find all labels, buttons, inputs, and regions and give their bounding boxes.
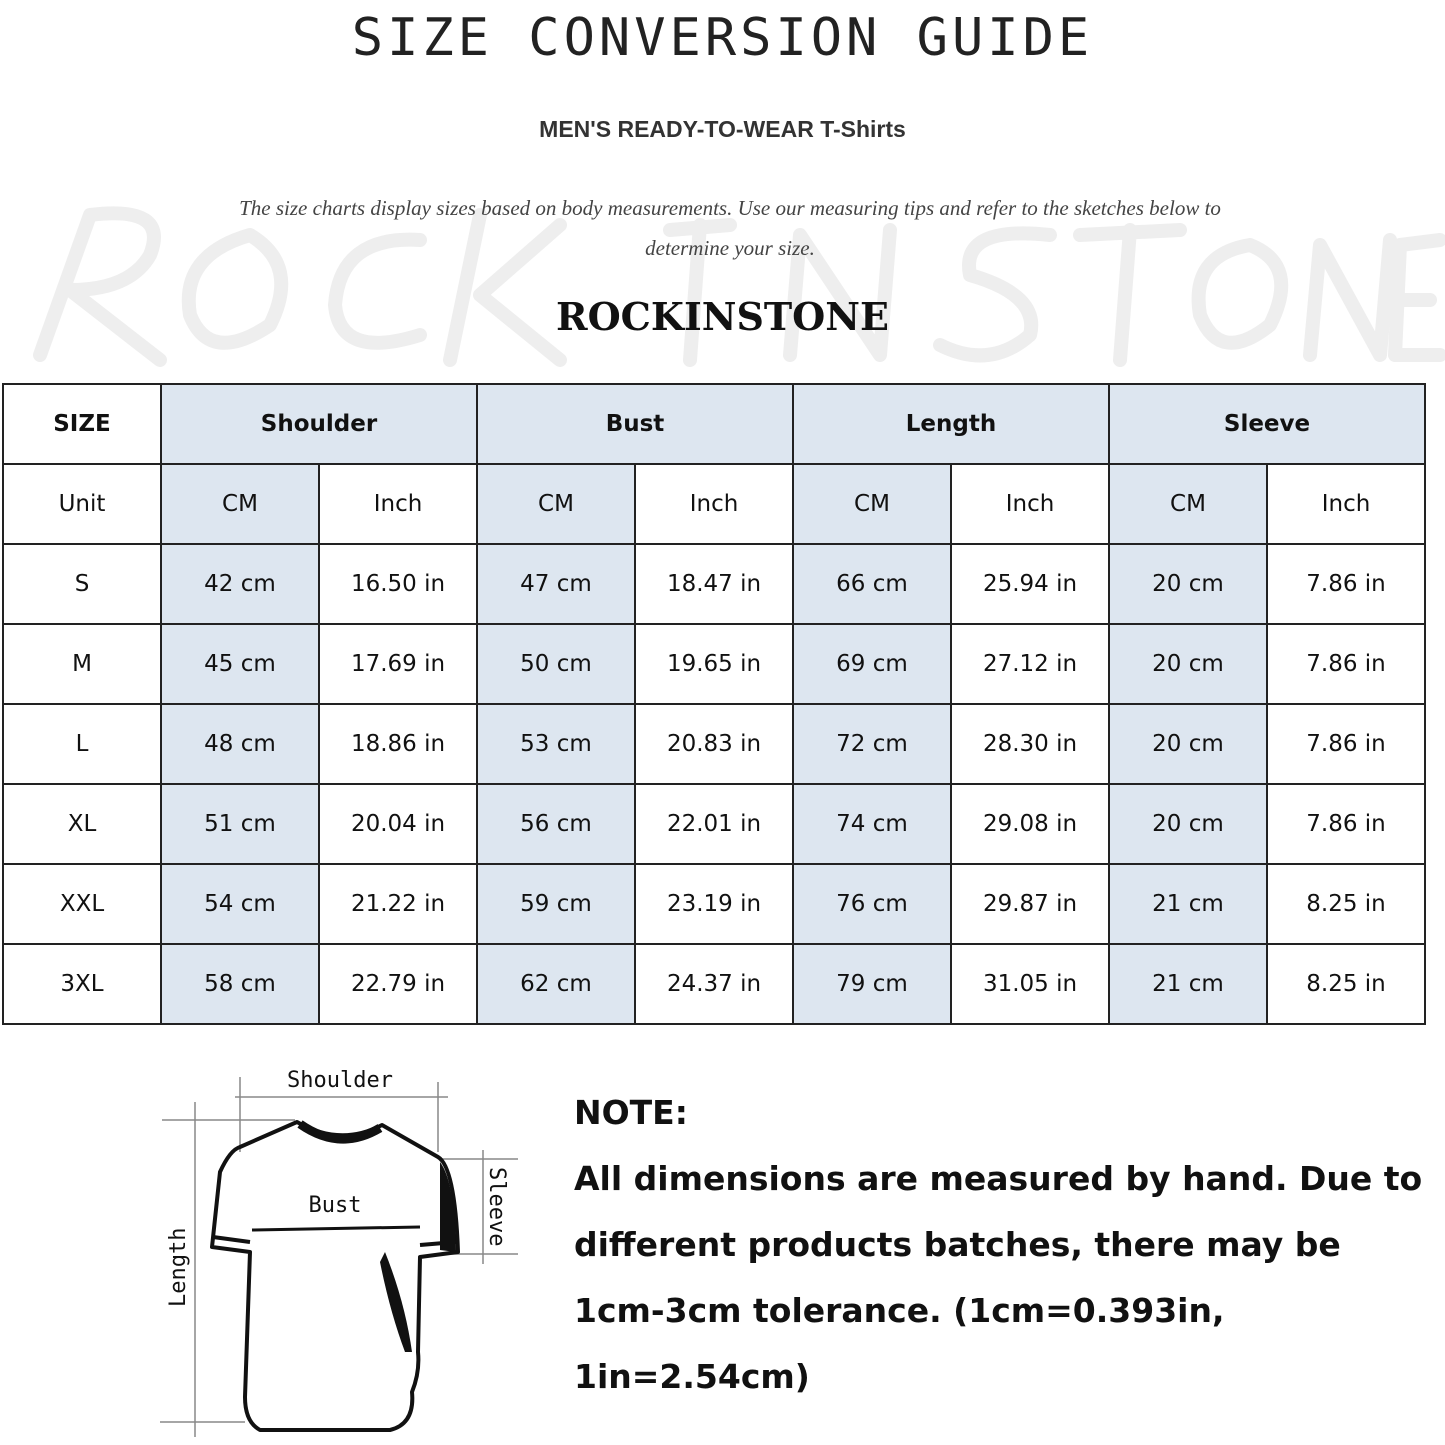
value-cell: 21.22 in bbox=[318, 863, 478, 945]
value-cell: 58 cm bbox=[160, 943, 320, 1025]
shoulder-label: Shoulder bbox=[287, 1068, 393, 1093]
value-cell: 20 cm bbox=[1108, 703, 1268, 785]
watermark-logo bbox=[33, 206, 1445, 367]
value-cell: 69 cm bbox=[792, 623, 952, 705]
value-cell: 31.05 in bbox=[950, 943, 1110, 1025]
value-cell: 79 cm bbox=[792, 943, 952, 1025]
value-cell: 66 cm bbox=[792, 543, 952, 625]
value-cell: 18.47 in bbox=[634, 543, 794, 625]
value-cell: 76 cm bbox=[792, 863, 952, 945]
value-cell: 8.25 in bbox=[1266, 943, 1426, 1025]
value-cell: 50 cm bbox=[476, 623, 636, 705]
value-cell: 25.94 in bbox=[950, 543, 1110, 625]
table-row: S 42 cm 16.50 in 47 cm 18.47 in 66 cm 25.94 in… bbox=[2, 543, 1426, 625]
unit-row: Unit CM Inch CM Inch CM Inch CM Inch bbox=[2, 463, 1426, 545]
group-header: Sleeve bbox=[1108, 383, 1426, 465]
description: The size charts display sizes based on b… bbox=[239, 196, 1221, 260]
value-cell: 20 cm bbox=[1108, 623, 1268, 705]
note: NOTE: All dimensions are measured by han… bbox=[574, 1080, 1434, 1410]
unit-header: CM bbox=[792, 463, 952, 545]
unit-label: Unit bbox=[2, 463, 162, 545]
unit-header: CM bbox=[160, 463, 320, 545]
size-header: SIZE bbox=[2, 383, 162, 465]
unit-header: Inch bbox=[634, 463, 794, 545]
subtitle: MEN'S READY-TO-WEAR T-Shirts bbox=[539, 116, 906, 142]
unit-header: CM bbox=[476, 463, 636, 545]
value-cell: 16.50 in bbox=[318, 543, 478, 625]
value-cell: 56 cm bbox=[476, 783, 636, 865]
value-cell: 28.30 in bbox=[950, 703, 1110, 785]
header-row: SIZE Shoulder Bust Length Sleeve bbox=[2, 383, 1426, 465]
value-cell: 24.37 in bbox=[634, 943, 794, 1025]
value-cell: 53 cm bbox=[476, 703, 636, 785]
size-cell: XXL bbox=[2, 863, 162, 945]
value-cell: 62 cm bbox=[476, 943, 636, 1025]
size-cell: L bbox=[2, 703, 162, 785]
unit-header: Inch bbox=[1266, 463, 1426, 545]
sleeve-label: Sleeve bbox=[484, 1167, 509, 1246]
length-label: Length bbox=[166, 1228, 191, 1307]
value-cell: 17.69 in bbox=[318, 623, 478, 705]
value-cell: 22.01 in bbox=[634, 783, 794, 865]
unit-header: CM bbox=[1108, 463, 1268, 545]
value-cell: 7.86 in bbox=[1266, 623, 1426, 705]
value-cell: 20 cm bbox=[1108, 543, 1268, 625]
table-row: XXL 54 cm 21.22 in 59 cm 23.19 in 76 cm 29.87 … bbox=[2, 863, 1426, 945]
size-cell: 3XL bbox=[2, 943, 162, 1025]
value-cell: 27.12 in bbox=[950, 623, 1110, 705]
value-cell: 72 cm bbox=[792, 703, 952, 785]
value-cell: 74 cm bbox=[792, 783, 952, 865]
size-cell: S bbox=[2, 543, 162, 625]
value-cell: 42 cm bbox=[160, 543, 320, 625]
value-cell: 29.87 in bbox=[950, 863, 1110, 945]
note-text: All dimensions are measured by hand. Due… bbox=[574, 1159, 1423, 1396]
value-cell: 20.83 in bbox=[634, 703, 794, 785]
size-cell: M bbox=[2, 623, 162, 705]
value-cell: 8.25 in bbox=[1266, 863, 1426, 945]
group-header: Shoulder bbox=[160, 383, 478, 465]
value-cell: 7.86 in bbox=[1266, 543, 1426, 625]
size-cell: XL bbox=[2, 783, 162, 865]
value-cell: 45 cm bbox=[160, 623, 320, 705]
table-row: L 48 cm 18.86 in 53 cm 20.83 in 72 cm 28.30 in… bbox=[2, 703, 1426, 785]
value-cell: 21 cm bbox=[1108, 943, 1268, 1025]
value-cell: 20 cm bbox=[1108, 783, 1268, 865]
table-row: 3XL 58 cm 22.79 in 62 cm 24.37 in 79 cm 31.05 … bbox=[2, 943, 1426, 1025]
group-header: Length bbox=[792, 383, 1110, 465]
value-cell: 18.86 in bbox=[318, 703, 478, 785]
value-cell: 19.65 in bbox=[634, 623, 794, 705]
value-cell: 51 cm bbox=[160, 783, 320, 865]
value-cell: 59 cm bbox=[476, 863, 636, 945]
value-cell: 29.08 in bbox=[950, 783, 1110, 865]
value-cell: 21 cm bbox=[1108, 863, 1268, 945]
size-table: SIZE Shoulder Bust Length Sleeve Unit CM Inch CM… bbox=[2, 383, 1426, 1025]
tshirt-measurement-diagram: Shoulder Bust Sleeve Length bbox=[160, 1068, 518, 1437]
unit-header: Inch bbox=[318, 463, 478, 545]
table-row: XL 51 cm 20.04 in 56 cm 22.01 in 74 cm 29.08 i… bbox=[2, 783, 1426, 865]
brand-name: ROCKINSTONE bbox=[556, 294, 889, 339]
table-row: M 45 cm 17.69 in 50 cm 19.65 in 69 cm 27.12 in… bbox=[2, 623, 1426, 705]
note-heading: NOTE: bbox=[574, 1093, 688, 1132]
unit-header: Inch bbox=[950, 463, 1110, 545]
value-cell: 7.86 in bbox=[1266, 783, 1426, 865]
page-title: SIZE CONVERSION GUIDE bbox=[351, 8, 1094, 68]
value-cell: 22.79 in bbox=[318, 943, 478, 1025]
value-cell: 7.86 in bbox=[1266, 703, 1426, 785]
group-header: Bust bbox=[476, 383, 794, 465]
value-cell: 20.04 in bbox=[318, 783, 478, 865]
value-cell: 23.19 in bbox=[634, 863, 794, 945]
value-cell: 48 cm bbox=[160, 703, 320, 785]
value-cell: 54 cm bbox=[160, 863, 320, 945]
bust-label: Bust bbox=[309, 1193, 362, 1218]
value-cell: 47 cm bbox=[476, 543, 636, 625]
